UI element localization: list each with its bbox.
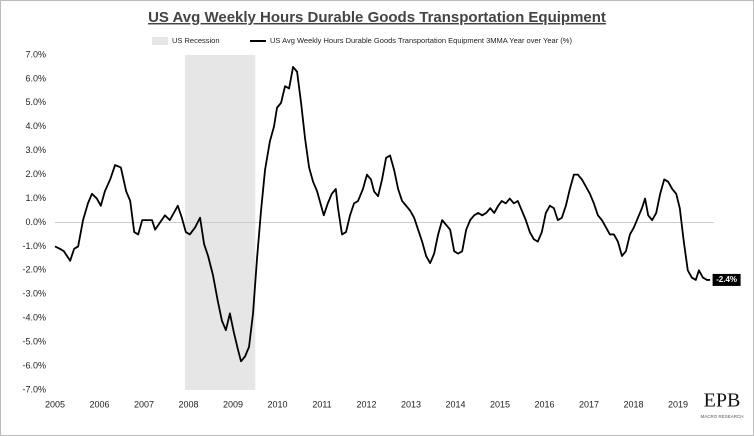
end-label: -2.4% (716, 275, 737, 284)
y-tick-label: -1.0% (22, 241, 46, 251)
y-tick-label: 1.0% (25, 193, 46, 203)
x-tick-label: 2015 (490, 399, 510, 409)
y-tick-label: 2.0% (25, 169, 46, 179)
x-tick-label: 2011 (312, 399, 331, 409)
x-tick-label: 2014 (445, 399, 465, 409)
x-tick-label: 2017 (579, 399, 599, 409)
y-tick-label: 6.0% (25, 73, 46, 83)
x-tick-label: 2010 (267, 399, 287, 409)
y-tick-label: -3.0% (22, 289, 46, 299)
logo-subtitle: MACRO RESEARCH (700, 414, 743, 419)
x-tick-label: 2019 (668, 399, 688, 409)
legend-swatch (152, 37, 168, 45)
x-tick-label: 2018 (623, 399, 643, 409)
y-tick-label: 0.0% (25, 217, 46, 227)
legend-label: US Recession (172, 36, 220, 45)
x-tick-label: 2016 (534, 399, 554, 409)
chart-title: US Avg Weekly Hours Durable Goods Transp… (148, 9, 606, 26)
x-tick-label: 2008 (178, 399, 198, 409)
y-tick-label: -5.0% (22, 337, 46, 347)
x-tick-label: 2006 (89, 399, 109, 409)
y-tick-label: 3.0% (25, 145, 46, 155)
legend-label: US Avg Weekly Hours Durable Goods Transp… (270, 36, 572, 45)
logo: EPB (704, 390, 741, 412)
y-tick-label: -6.0% (22, 360, 46, 370)
x-tick-label: 2013 (401, 399, 421, 409)
y-tick-label: 5.0% (25, 97, 46, 107)
x-tick-label: 2007 (134, 399, 154, 409)
x-tick-label: 2012 (356, 399, 376, 409)
y-tick-label: -4.0% (22, 313, 46, 323)
end-label-box (712, 273, 741, 286)
series-line (54, 66, 711, 363)
y-tick-label: 4.0% (25, 121, 46, 131)
x-tick-label: 2005 (45, 399, 65, 409)
x-tick-label: 2009 (223, 399, 243, 409)
y-tick-label: 7.0% (25, 49, 46, 59)
y-tick-label: -7.0% (22, 384, 46, 394)
y-tick-label: -2.0% (22, 265, 46, 275)
